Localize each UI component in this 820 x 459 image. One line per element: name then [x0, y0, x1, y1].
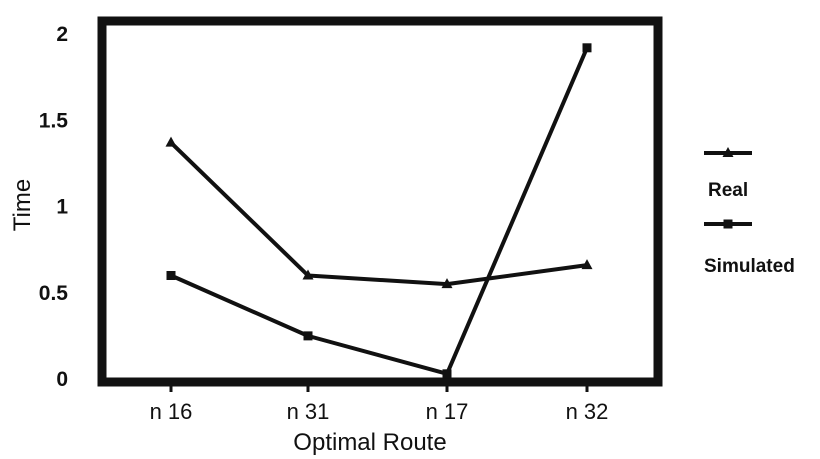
- legend-marker-real: [722, 147, 734, 157]
- data-point-real: [165, 136, 177, 147]
- series-line-real: [169, 141, 588, 287]
- y-tick-label: 0: [56, 368, 68, 391]
- legend-marker-simulated: [723, 219, 733, 229]
- legend: Real Simulated: [704, 147, 795, 277]
- x-tick-label: n 32: [566, 399, 609, 424]
- x-tick-label: n 16: [150, 399, 193, 424]
- series-layer: [165, 43, 593, 379]
- data-point-simulated: [582, 43, 592, 53]
- y-tick-label: 1.5: [39, 109, 69, 132]
- series-real: [165, 136, 593, 289]
- x-axis-ticks: n 16 n 31 n 17 n 32: [150, 378, 609, 424]
- x-tick-label: n 17: [426, 399, 469, 424]
- series-line-simulated: [170, 47, 589, 376]
- legend-label-simulated: Simulated: [704, 256, 795, 277]
- plot-frame: [97, 16, 663, 387]
- data-point-simulated: [442, 369, 452, 379]
- series-simulated: [166, 43, 592, 379]
- x-axis-title: Optimal Route: [293, 429, 446, 456]
- y-tick-label: 1: [56, 196, 68, 219]
- legend-label-real: Real: [708, 180, 748, 201]
- y-axis-ticks: 0 0.5 1 1.5 2: [39, 23, 69, 391]
- data-point-real: [302, 269, 314, 280]
- y-tick-label: 2: [56, 23, 68, 46]
- data-point-simulated: [303, 331, 313, 341]
- data-point-real: [581, 259, 593, 270]
- data-point-real: [441, 278, 453, 289]
- y-axis-title: Time: [9, 179, 36, 231]
- x-tick-label: n 31: [287, 399, 330, 424]
- y-tick-label: 0.5: [39, 282, 69, 305]
- data-point-simulated: [166, 271, 176, 280]
